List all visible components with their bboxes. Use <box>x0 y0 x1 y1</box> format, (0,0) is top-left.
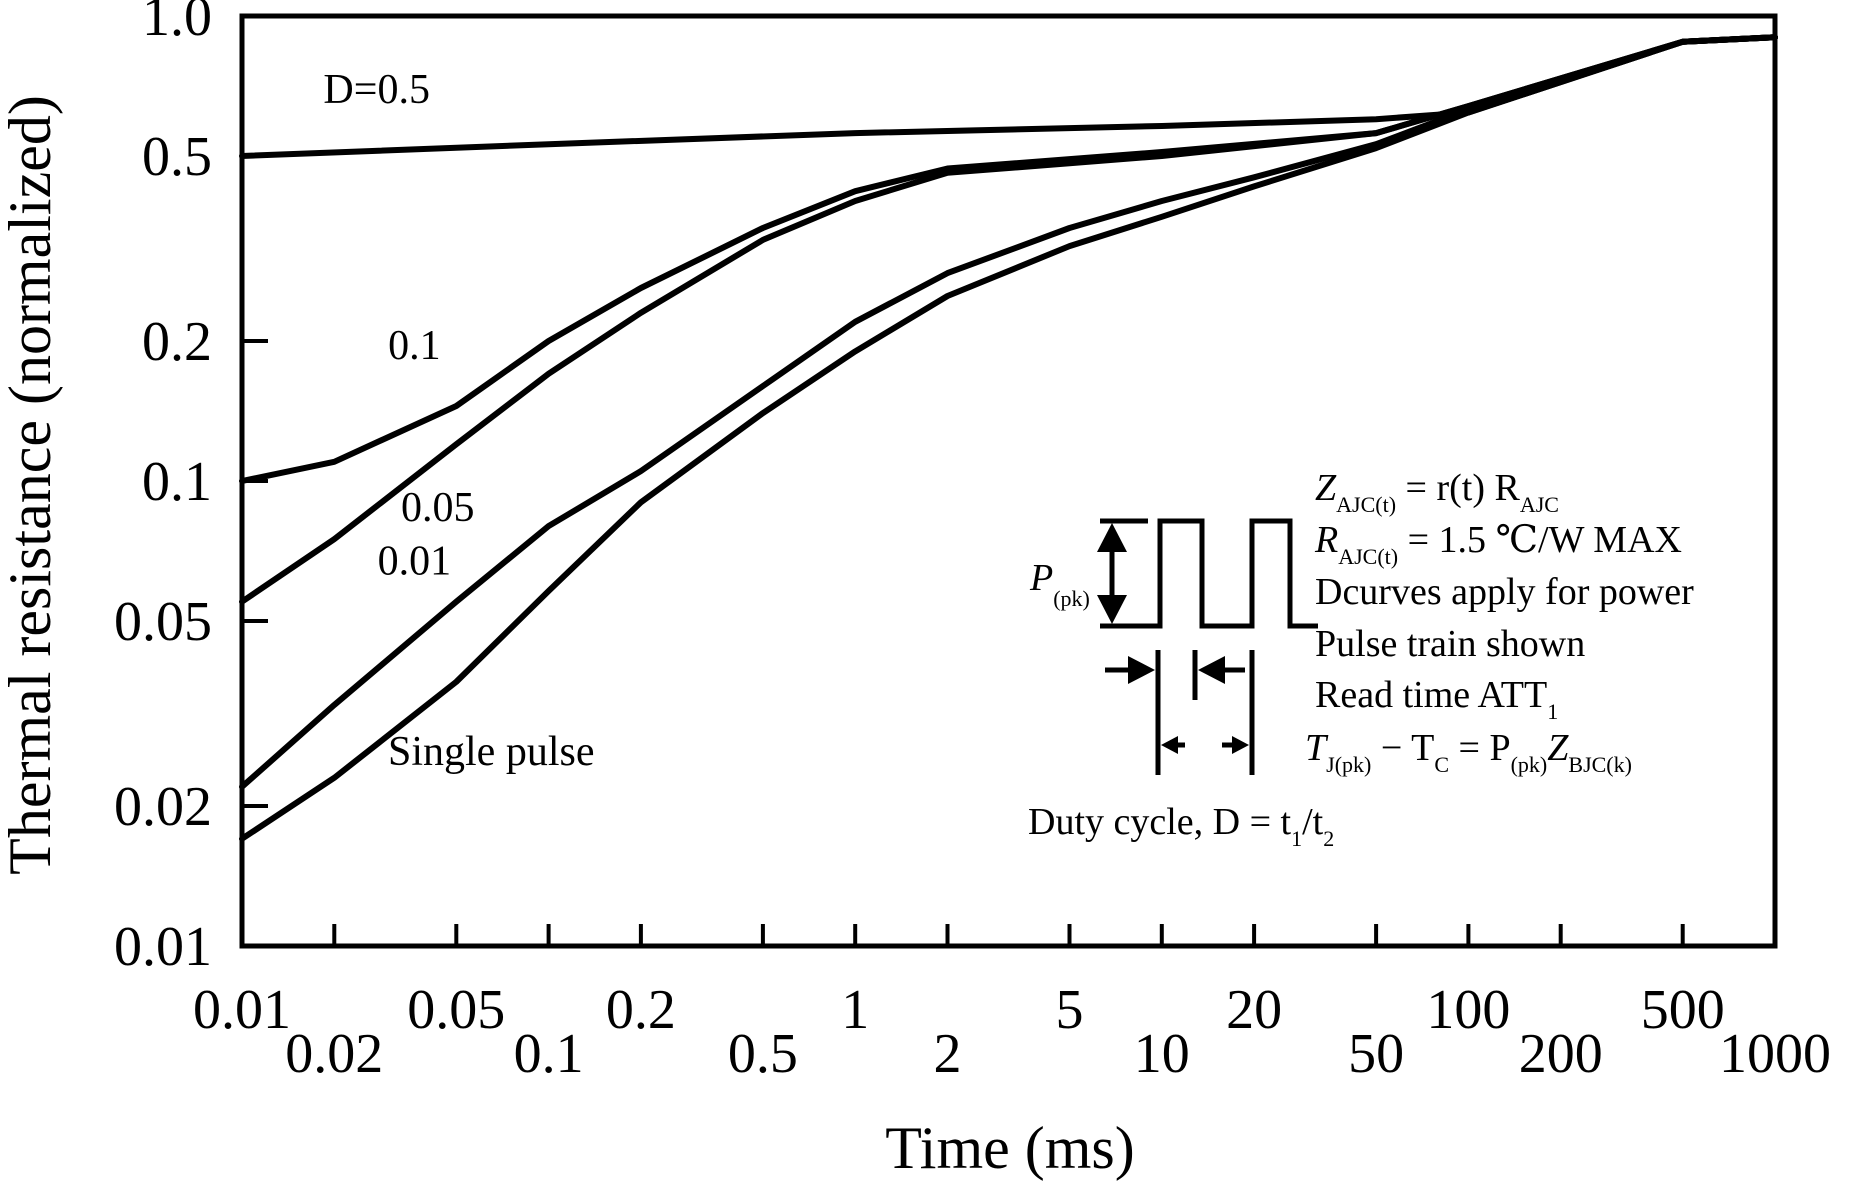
annotation-line-6: TJ(pk) − TC = P(pk)ZBJC(k) <box>1305 727 1632 777</box>
y-tick-label: 0.2 <box>142 311 212 373</box>
series-line-2 <box>239 34 1778 605</box>
x-tick-label: 5 <box>1056 979 1084 1041</box>
pulse-diagram <box>1097 518 1318 775</box>
annotation-line-4: Pulse train shown <box>1315 623 1585 665</box>
series-line-3 <box>239 34 1778 790</box>
x-tick-label: 0.5 <box>728 1023 798 1085</box>
annotation-block: ZAJC(t) = r(t) RAJC RAJC(t) = 1.5 ℃/W MA… <box>1305 467 1694 777</box>
t1-arrow-left-head <box>1128 656 1155 684</box>
annotation-line-5: Read time ATT1 <box>1315 674 1558 724</box>
x-tick-label: 0.01 <box>193 979 291 1041</box>
x-tick-label: 1 <box>841 979 869 1041</box>
x-tick-label: 0.2 <box>606 979 676 1041</box>
series-line-1 <box>239 34 1778 484</box>
pulse-waveform <box>1132 518 1318 629</box>
peak-power-label: P(pk) <box>1029 557 1090 611</box>
series-line-0 <box>239 34 1778 159</box>
power-arrow-up-head <box>1097 523 1127 552</box>
series-label: 0.1 <box>388 323 441 369</box>
series-label: 0.01 <box>378 538 452 584</box>
power-arrow-down-head <box>1097 595 1127 624</box>
y-tick-label: 0.02 <box>114 776 212 838</box>
y-tick-label: 1.0 <box>142 0 212 48</box>
x-tick-label: 10 <box>1134 1023 1190 1085</box>
x-tick-label: 500 <box>1641 979 1725 1041</box>
x-tick-label: 200 <box>1519 1023 1603 1085</box>
duty-cycle-label: Duty cycle, D = t1/t2 <box>1028 801 1334 851</box>
annotation-line-1: ZAJC(t) = r(t) RAJC <box>1315 467 1559 517</box>
x-tick-label: 50 <box>1348 1023 1404 1085</box>
y-tick-label: 0.5 <box>142 126 212 188</box>
axis-tick-labels: 0.010.020.050.10.20.51251020501002005001… <box>114 0 1831 1085</box>
series-lines <box>239 34 1778 842</box>
y-tick-label: 0.1 <box>142 451 212 513</box>
x-tick-label: 2 <box>933 1023 961 1085</box>
x-tick-label: 0.1 <box>514 1023 584 1085</box>
annotation-line-2: RAJC(t) = 1.5 ℃/W MAX <box>1314 519 1682 569</box>
t2-arrow-right-head <box>1232 736 1249 754</box>
t2-arrow-left-head <box>1161 736 1178 754</box>
x-tick-label: 100 <box>1426 979 1510 1041</box>
x-tick-label: 1000 <box>1719 1023 1831 1085</box>
series-label: D=0.5 <box>323 67 430 113</box>
plot-area-border <box>239 13 1778 949</box>
x-tick-label: 0.05 <box>407 979 505 1041</box>
series-labels: D=0.5 0.1 0.05 0.01 Single pulse <box>323 67 594 775</box>
axis-ticks <box>240 14 1777 948</box>
annotation-line-3: Dcurves apply for power <box>1315 571 1694 613</box>
plot-frame <box>239 13 1778 949</box>
x-axis-title: Time (ms) <box>885 1115 1135 1181</box>
series-label: Single pulse <box>388 729 595 775</box>
y-axis-title: Thermal resistance (normalized) <box>0 95 63 875</box>
series-label: 0.05 <box>401 485 475 531</box>
t1-arrow-right-head <box>1198 656 1225 684</box>
y-tick-label: 0.01 <box>114 916 212 978</box>
x-tick-label: 20 <box>1226 979 1282 1041</box>
y-tick-label: 0.05 <box>114 591 212 653</box>
series-line-4 <box>239 34 1778 842</box>
x-tick-label: 0.02 <box>285 1023 383 1085</box>
